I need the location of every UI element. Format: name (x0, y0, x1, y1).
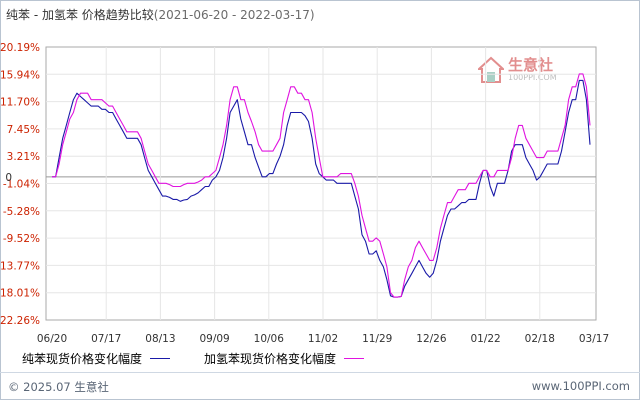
y-tick-label: 7.45% (7, 124, 40, 136)
x-axis-labels: 06/20 07/17 08/13 09/09 10/06 11/02 11/29 12/26… (37, 333, 609, 345)
y-tick-label: -22.26% (0, 315, 40, 327)
y-tick-label: 15.94% (0, 69, 40, 81)
x-tick-label: 03/17 (579, 333, 609, 345)
watermark-domain: 100PPI.COM (508, 73, 557, 82)
y-tick-label: 3.21% (7, 151, 40, 163)
chart-grid (45, 46, 597, 321)
footer-copyright: © 2025.07 生意社 (8, 380, 109, 394)
title-date-range: (2021-06-20 - 2022-03-17) (153, 8, 315, 22)
legend-label-hydrobenzene: 加氢苯现货价格变化幅度 (204, 352, 337, 366)
x-tick-label: 11/29 (362, 333, 392, 345)
x-tick-label: 06/20 (37, 333, 67, 345)
y-tick-label: -5.28% (3, 206, 40, 218)
x-tick-label: 09/09 (199, 333, 229, 345)
legend-swatch-benzene (150, 358, 171, 359)
legend-item-hydrobenzene: 加氢苯现货价格变化幅度 (204, 350, 365, 367)
chart-series (52, 73, 591, 298)
y-tick-label: -18.01% (0, 288, 40, 300)
x-tick-label: 12/26 (416, 333, 447, 345)
legend-label-benzene: 纯苯现货价格变化幅度 (22, 352, 143, 366)
y-tick-label: 11.70% (0, 97, 40, 109)
series-line-0 (52, 79, 591, 298)
x-tick-label: 10/06 (254, 333, 285, 345)
y-tick-label: -13.77% (0, 260, 40, 272)
legend-item-benzene: 纯苯现货价格变化幅度 (22, 350, 171, 367)
x-tick-label: 02/18 (525, 333, 555, 345)
house-icon (476, 56, 506, 83)
x-tick-label: 11/02 (308, 333, 338, 345)
x-tick-label: 01/22 (470, 333, 500, 345)
title-main: 纯苯 - 加氢苯 价格趋势比较 (6, 8, 154, 22)
y-tick-label: -1.04% (3, 179, 40, 191)
price-chart: 20.19% 15.94% 11.70% 7.45% 3.21% -1.04% -5.28%… (0, 42, 609, 345)
footer: © 2025.07 生意社 www.100PPI.com (0, 376, 640, 400)
series-line-1 (52, 73, 591, 298)
chart-legend: 纯苯现货价格变化幅度 加氢苯现货价格变化幅度 (22, 350, 398, 367)
zero-label: 0 (5, 172, 12, 184)
watermark-brand: 生意社 (508, 56, 554, 74)
y-tick-label: 20.19% (0, 42, 40, 54)
chart-title: 纯苯 - 加氢苯 价格趋势比较(2021-06-20 - 2022-03-17) (6, 6, 315, 23)
x-tick-label: 07/17 (91, 333, 121, 345)
y-axis-labels: 20.19% 15.94% 11.70% 7.45% 3.21% -1.04% -5.28%… (0, 42, 40, 327)
watermark-logo: 生意社 100PPI.COM (476, 56, 557, 88)
x-tick-label: 08/13 (145, 333, 175, 345)
footer-site-link[interactable]: www.100PPI.com (531, 379, 630, 393)
y-tick-label: -9.52% (3, 233, 40, 245)
footer-divider (0, 372, 640, 373)
legend-swatch-hydrobenzene (344, 358, 365, 359)
